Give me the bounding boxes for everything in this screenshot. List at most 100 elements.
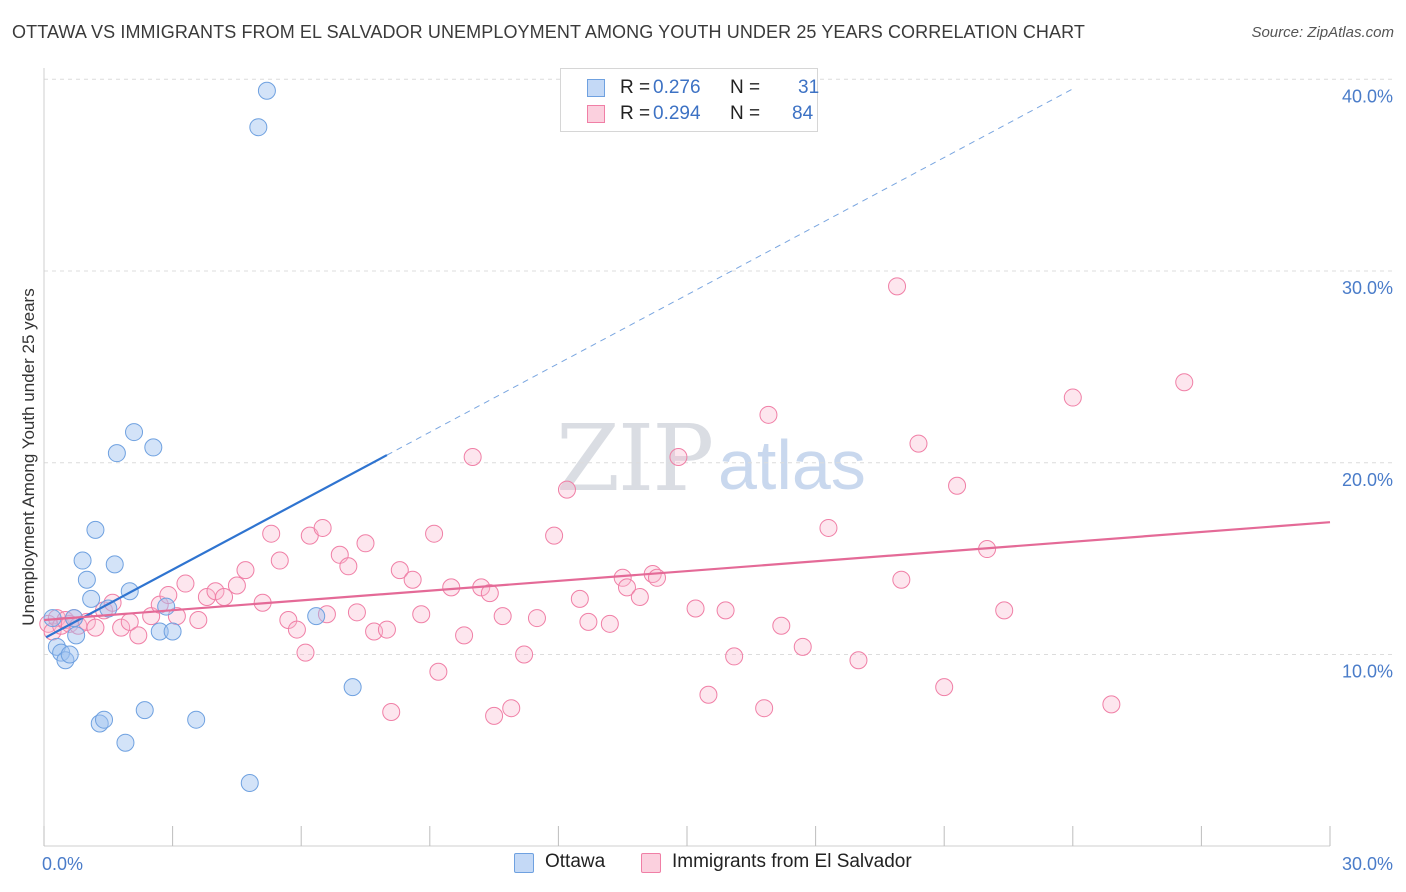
el-salvador-point (545, 526, 564, 545)
watermark-zip: ZIP (556, 405, 714, 512)
el-salvador-point (995, 601, 1014, 620)
el-salvador-point (347, 603, 366, 622)
ottawa-point (187, 710, 206, 729)
el-salvador-point (313, 518, 332, 537)
el-salvador-point (455, 626, 474, 645)
r-value: 0.276 (653, 77, 701, 98)
source-credit: Source: ZipAtlas.com (1251, 24, 1394, 41)
ottawa-point (95, 710, 114, 729)
el-salvador-point (356, 534, 375, 553)
el-salvador-point (888, 277, 907, 296)
correlation-legend: R = 0.276 N = 31 R = 0.294 N = 84 (560, 68, 820, 132)
n-value: 31 (798, 77, 820, 98)
ottawa-point (82, 589, 101, 608)
el-salvador-point (909, 434, 928, 453)
el-salvador-point (236, 561, 255, 580)
r-value: 0.294 (653, 103, 701, 124)
el-salvador-point (86, 618, 105, 637)
ottawa-point (150, 622, 169, 641)
el-salvador-point (686, 599, 705, 618)
ottawa-swatch (587, 79, 605, 97)
el-salvador-point (557, 480, 576, 499)
ottawa-point (125, 423, 144, 442)
el-salvador-point (176, 574, 195, 593)
el-salvador-point (948, 476, 967, 495)
y-tick-label: 20.0% (1342, 470, 1393, 490)
ottawa-point (249, 118, 268, 137)
ottawa-point (157, 597, 176, 616)
el-salvador-point (759, 405, 778, 424)
el-salvador-point (287, 620, 306, 639)
el-salvador-point (206, 582, 225, 601)
y-tick-label: 30.0% (1342, 278, 1393, 298)
el-salvador-point (493, 607, 512, 626)
el-salvador-point (377, 620, 396, 639)
ottawa-point (116, 733, 135, 752)
el-salvador-trend-line (43, 521, 1331, 622)
ottawa-point (60, 645, 79, 664)
el-salvador-point (935, 678, 954, 697)
legend-label: Ottawa (545, 851, 606, 872)
ottawa-point (120, 582, 139, 601)
el-salvador-point (390, 561, 409, 580)
ottawa-swatch (514, 853, 534, 873)
el-salvador-point (112, 618, 131, 637)
el-salvador-point (600, 614, 619, 633)
ottawa-point (307, 607, 326, 626)
legend-label: Immigrants from El Salvador (672, 851, 912, 872)
x-tick-label: 30.0% (1342, 854, 1393, 874)
r-label: R = (620, 77, 651, 98)
el-salvador-point (502, 699, 521, 718)
el-salvador-point (403, 570, 422, 589)
el-salvador-point (429, 662, 448, 681)
y-tick-label: 10.0% (1342, 662, 1393, 682)
x-tick-label: 0.0% (42, 854, 83, 874)
el-salvador-point (617, 578, 636, 597)
el-salvador-point (1063, 388, 1082, 407)
el-salvador-point (755, 699, 774, 718)
el-salvador-point (849, 651, 868, 670)
el-salvador-point (793, 637, 812, 656)
ottawa-trend-line (45, 454, 388, 639)
ottawa-point (77, 570, 96, 589)
el-salvador-point (296, 643, 315, 662)
n-label: N = (730, 103, 761, 124)
ottawa-point (135, 701, 154, 720)
el-salvador-point (382, 703, 401, 722)
el-salvador-point (527, 609, 546, 628)
el-salvador-point (892, 570, 911, 589)
el-salvador-point (515, 645, 534, 664)
el-salvador-point (442, 578, 461, 597)
r-label: R = (620, 103, 651, 124)
el-salvador-point (716, 601, 735, 620)
ottawa-point (144, 438, 163, 457)
ottawa-point (163, 622, 182, 641)
series-legend: Ottawa Immigrants from El Salvador (0, 851, 1406, 877)
el-salvador-point (159, 586, 178, 605)
ottawa-point (257, 81, 276, 100)
chart-title: OTTAWA VS IMMIGRANTS FROM EL SALVADOR UN… (12, 22, 1085, 42)
ottawa-trend-extension (386, 88, 1074, 456)
el-salvador-point (129, 626, 148, 645)
el-salvador-swatch (641, 853, 661, 873)
el-salvador-point (630, 587, 649, 606)
el-salvador-point (270, 551, 289, 570)
el-salvador-point (669, 447, 688, 466)
el-salvador-point (227, 576, 246, 595)
el-salvador-point (412, 605, 431, 624)
ottawa-point (105, 555, 124, 574)
el-salvador-point (579, 612, 598, 631)
el-salvador-point (570, 589, 589, 608)
el-salvador-point (1102, 695, 1121, 714)
watermark-atlas: atlas (718, 426, 866, 504)
n-label: N = (730, 77, 761, 98)
ottawa-point (67, 626, 86, 645)
ottawa-point (73, 551, 92, 570)
el-salvador-point (613, 568, 632, 587)
el-salvador-point (819, 518, 838, 537)
el-salvador-point (699, 685, 718, 704)
el-salvador-point (725, 647, 744, 666)
ottawa-point (343, 678, 362, 697)
el-salvador-point (425, 524, 444, 543)
